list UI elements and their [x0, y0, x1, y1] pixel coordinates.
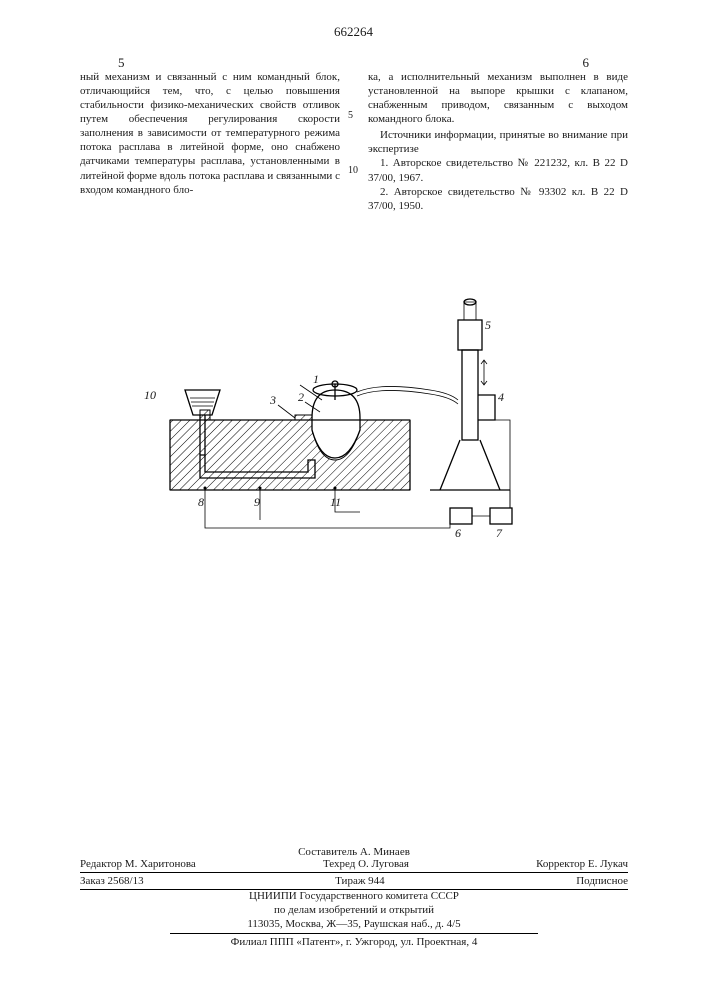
publisher-l1: ЦНИИПИ Государственного комитета СССР	[80, 890, 628, 904]
patent-figure: 10 1 2 3 4 5 6 7 8 9 11	[150, 290, 570, 550]
source-1: 1. Авторское свидетельство № 221232, кл.…	[368, 156, 628, 184]
fig-label-1: 1	[313, 372, 319, 387]
fig-label-9: 9	[254, 495, 260, 510]
fig-label-10: 10	[144, 388, 156, 403]
left-column: ный механизм и связанный с ним командный…	[80, 70, 340, 213]
fig-label-4: 4	[498, 390, 504, 405]
corrector: Корректор Е. Лукач	[536, 858, 628, 870]
col-number-left: 5	[118, 55, 125, 71]
editor: Редактор М. Харитонова	[80, 858, 196, 870]
compiler: Составитель А. Минаев	[80, 846, 628, 858]
right-column: ка, а исполнительный механизм выполнен в…	[368, 70, 628, 213]
credits-block: Составитель А. Минаев Редактор М. Харито…	[80, 846, 628, 892]
publisher-l4: Филиал ППП «Патент», г. Ужгород, ул. Про…	[80, 936, 628, 950]
techred: Техред О. Луговая	[323, 858, 409, 870]
order-number: Заказ 2568/13	[80, 875, 144, 887]
fig-label-6: 6	[455, 526, 461, 541]
sources-title: Источники информации, принятые во вниман…	[368, 128, 628, 156]
fig-label-5: 5	[485, 318, 491, 333]
publisher-l3: 113035, Москва, Ж—35, Раушская наб., д. …	[80, 918, 628, 932]
publisher-l2: по делам изобретений и открытий	[80, 904, 628, 918]
tirazh: Тираж 944	[335, 875, 385, 887]
source-2: 2. Авторское свидетельство № 93302 кл. В…	[368, 185, 628, 213]
fig-label-2: 2	[298, 390, 304, 405]
fig-label-3: 3	[270, 393, 276, 408]
fig-label-7: 7	[496, 526, 502, 541]
left-column-text: ный механизм и связанный с ним командный…	[80, 71, 340, 196]
text-columns: ный механизм и связанный с ним командный…	[80, 70, 628, 213]
right-column-para1: ка, а исполнительный механизм выполнен в…	[368, 71, 628, 125]
podpisnoe: Подписное	[576, 875, 628, 887]
publisher-block: ЦНИИПИ Государственного комитета СССР по…	[80, 890, 628, 950]
col-number-right: 6	[583, 55, 590, 71]
fig-label-11: 11	[330, 495, 341, 510]
fig-label-8: 8	[198, 495, 204, 510]
patent-number: 662264	[0, 24, 707, 40]
